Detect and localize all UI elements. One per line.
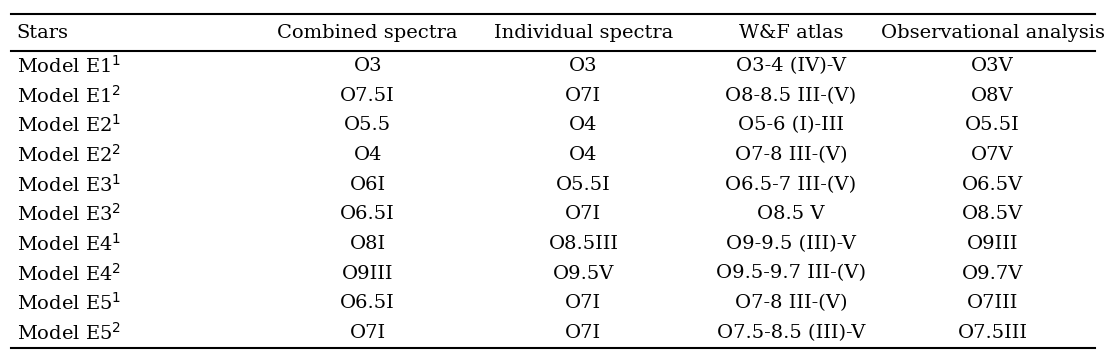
Text: O7I: O7I	[565, 205, 602, 223]
Text: O4: O4	[570, 116, 597, 134]
Text: O3: O3	[570, 57, 597, 75]
Text: Model E5$^1$: Model E5$^1$	[17, 292, 121, 314]
Text: Model E4$^1$: Model E4$^1$	[17, 233, 121, 255]
Text: O6.5I: O6.5I	[341, 294, 395, 312]
Text: Model E2$^2$: Model E2$^2$	[17, 144, 121, 166]
Text: Observational analysis: Observational analysis	[880, 24, 1105, 42]
Text: O3-4 (IV)-V: O3-4 (IV)-V	[735, 57, 846, 75]
Text: O3V: O3V	[971, 57, 1014, 75]
Text: Model E3$^2$: Model E3$^2$	[17, 203, 121, 225]
Text: O9.5-9.7 III-(V): O9.5-9.7 III-(V)	[716, 265, 866, 282]
Text: O7I: O7I	[565, 324, 602, 342]
Text: O6.5-7 III-(V): O6.5-7 III-(V)	[726, 176, 856, 193]
Text: O7-8 III-(V): O7-8 III-(V)	[734, 146, 847, 164]
Text: Model E5$^2$: Model E5$^2$	[17, 322, 121, 344]
Text: Model E1$^2$: Model E1$^2$	[17, 85, 121, 107]
Text: O9.5V: O9.5V	[553, 265, 614, 282]
Text: O5.5: O5.5	[344, 116, 392, 134]
Text: Individual spectra: Individual spectra	[493, 24, 674, 42]
Text: O6.5I: O6.5I	[341, 205, 395, 223]
Text: O9-9.5 (III)-V: O9-9.5 (III)-V	[726, 235, 856, 253]
Text: O9III: O9III	[342, 265, 394, 282]
Text: O7I: O7I	[349, 324, 386, 342]
Text: O7I: O7I	[565, 87, 602, 104]
Text: O7.5I: O7.5I	[341, 87, 395, 104]
Text: O8-8.5 III-(V): O8-8.5 III-(V)	[726, 87, 856, 104]
Text: O7I: O7I	[565, 294, 602, 312]
Text: O5.5I: O5.5I	[556, 176, 611, 193]
Text: O6.5V: O6.5V	[962, 176, 1023, 193]
Text: O4: O4	[570, 146, 597, 164]
Text: O8.5III: O8.5III	[549, 235, 618, 253]
Text: Model E2$^1$: Model E2$^1$	[17, 114, 121, 136]
Text: Stars: Stars	[17, 24, 69, 42]
Text: O3: O3	[354, 57, 382, 75]
Text: Model E1$^1$: Model E1$^1$	[17, 55, 121, 77]
Text: Model E3$^1$: Model E3$^1$	[17, 174, 121, 196]
Text: O9III: O9III	[967, 235, 1019, 253]
Text: O8V: O8V	[971, 87, 1014, 104]
Text: O9.7V: O9.7V	[962, 265, 1023, 282]
Text: O4: O4	[354, 146, 382, 164]
Text: O5.5I: O5.5I	[966, 116, 1020, 134]
Text: Model E4$^2$: Model E4$^2$	[17, 263, 121, 285]
Text: O7.5III: O7.5III	[958, 324, 1027, 342]
Text: O7III: O7III	[967, 294, 1019, 312]
Text: W&F atlas: W&F atlas	[739, 24, 843, 42]
Text: O8.5 V: O8.5 V	[757, 205, 825, 223]
Text: O7V: O7V	[971, 146, 1014, 164]
Text: O5-6 (I)-III: O5-6 (I)-III	[738, 116, 844, 134]
Text: Combined spectra: Combined spectra	[278, 24, 458, 42]
Text: O6I: O6I	[349, 176, 386, 193]
Text: O7-8 III-(V): O7-8 III-(V)	[734, 294, 847, 312]
Text: O8.5V: O8.5V	[962, 205, 1023, 223]
Text: O7.5-8.5 (III)-V: O7.5-8.5 (III)-V	[717, 324, 865, 342]
Text: O8I: O8I	[349, 235, 386, 253]
